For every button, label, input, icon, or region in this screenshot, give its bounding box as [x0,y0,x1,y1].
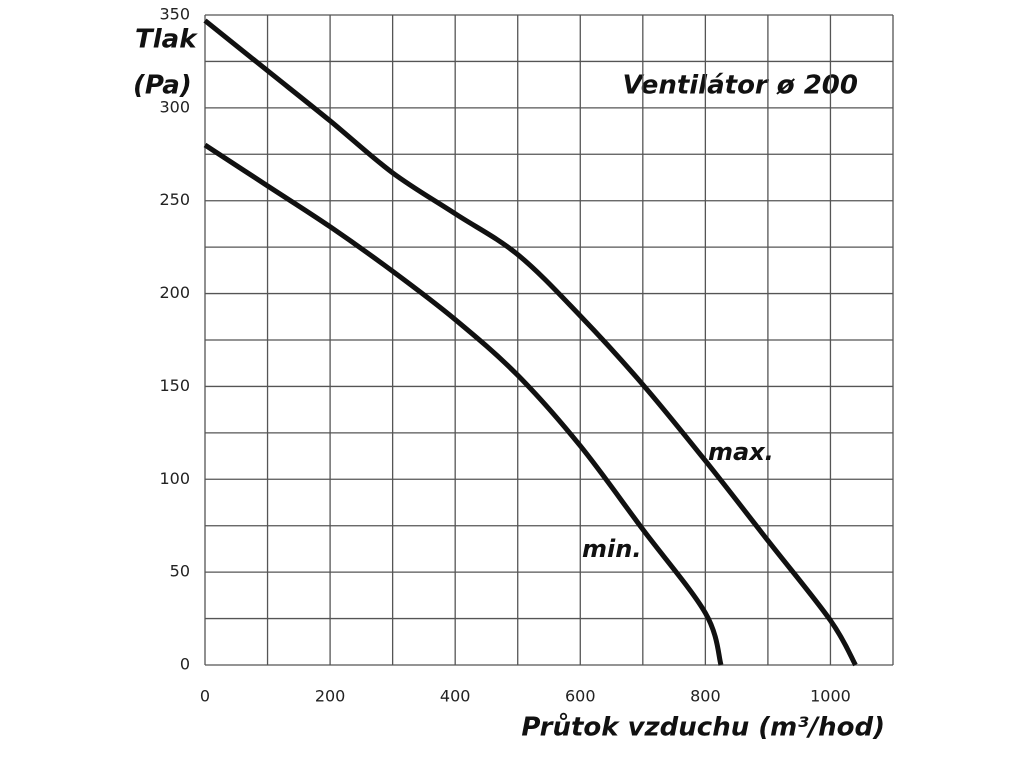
y-tick-label: 100 [159,469,190,488]
y-tick-label: 300 [159,97,190,116]
curve-label: max. [708,438,774,466]
x-tick-label: 200 [315,687,346,706]
y-tick-label: 200 [159,283,190,302]
y-axis-label: (Pa) [133,71,192,101]
y-tick-label: 0 [180,655,190,674]
y-tick-label: 50 [170,562,190,581]
curve [203,142,724,666]
y-tick-label: 150 [159,376,190,395]
curve-label: min. [582,535,641,563]
y-tick-label: 250 [159,190,190,209]
chart-title: Ventilátor ø 200 [622,71,858,101]
x-tick-label: 1000 [810,687,851,706]
x-tick-label: 400 [440,687,471,706]
y-axis-label: Tlak [135,25,198,55]
x-tick-label: 0 [200,687,210,706]
curve [203,18,858,667]
y-tick-label: 350 [159,5,190,24]
x-axis-label: Průtok vzduchu (m³/hod) [521,712,885,743]
x-tick-label: 600 [565,687,596,706]
x-tick-label: 800 [690,687,721,706]
